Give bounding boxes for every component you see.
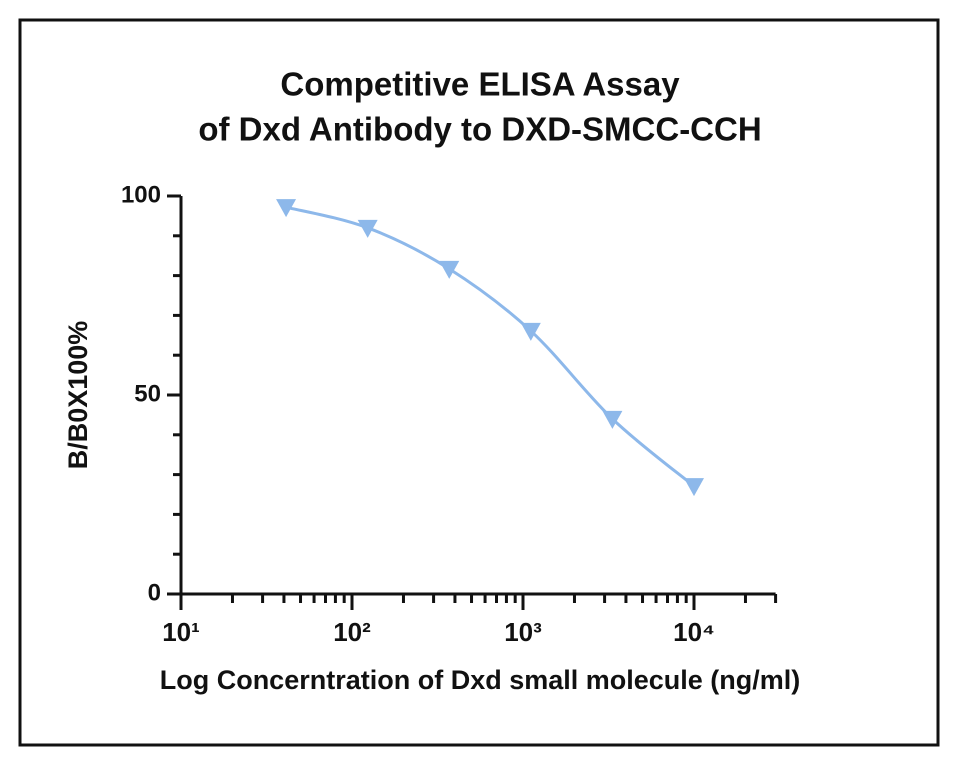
marker (276, 199, 297, 218)
x-tick-label: 10¹ (162, 617, 200, 647)
marker (357, 219, 378, 238)
y-axis-label: B/B0X100% (63, 321, 93, 470)
marker (439, 260, 460, 279)
frame (18, 18, 940, 747)
y-tick-label: 0 (148, 579, 161, 606)
y-tick-label: 50 (134, 380, 161, 407)
chart-title: Competitive ELISA Assay (280, 66, 680, 103)
marker (684, 478, 704, 497)
curve (285, 205, 695, 488)
marker (602, 410, 623, 429)
y-tick-label: 100 (121, 181, 161, 208)
x-tick-label: 10³ (504, 617, 542, 647)
x-axis-label: Log Concerntration of Dxd small molecule… (160, 665, 801, 695)
x-tick-label: 10² (333, 617, 371, 647)
chart-title: of Dxd Antibody to DXD-SMCC-CCH (198, 111, 761, 148)
marker (520, 322, 541, 341)
x-tick-label: 10⁴ (673, 617, 715, 647)
